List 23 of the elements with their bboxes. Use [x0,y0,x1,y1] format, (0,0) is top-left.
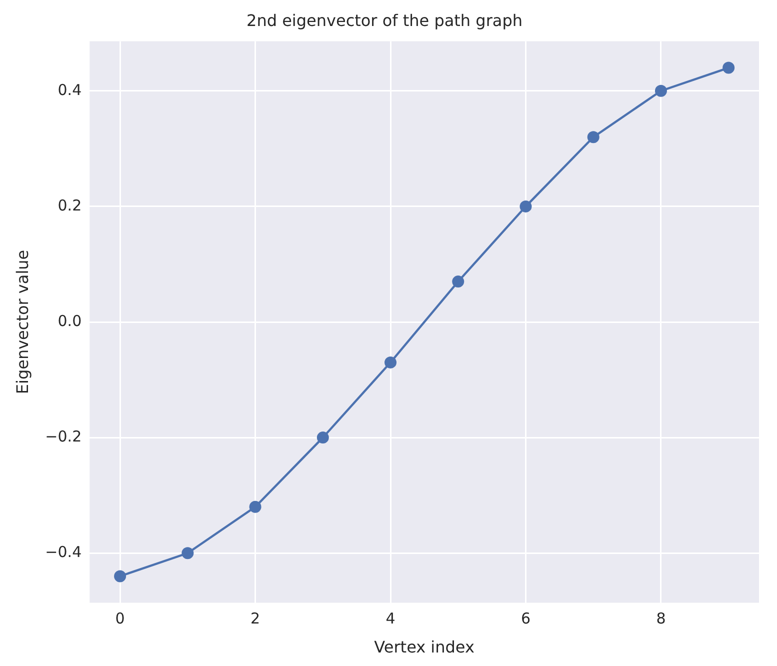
point [452,276,464,288]
point [520,200,532,212]
point [249,500,262,513]
point [722,62,735,74]
point [587,131,600,144]
y-tick-label: −0.2 [45,427,82,446]
y-tick-label: −0.4 [45,543,82,561]
y-axis-title: Eigenvector value [12,250,32,394]
y-tick-label: 0.2 [58,196,82,214]
chart-title: 2nd eigenvector of the path graph [246,10,522,30]
x-tick-label: 0 [115,610,125,628]
x-axis-title: Vertex index [374,638,474,657]
y-tick-label: 0.0 [58,312,82,330]
x-tick-label: 2 [250,610,260,628]
point [182,547,194,560]
x-tick-label: 6 [520,610,531,628]
point [654,84,667,97]
y-tick-label: 0.4 [58,80,82,99]
point [384,356,397,368]
point [316,432,329,444]
point [114,570,126,582]
x-tick-label: 8 [656,610,666,628]
x-tick-label: 4 [386,610,396,628]
